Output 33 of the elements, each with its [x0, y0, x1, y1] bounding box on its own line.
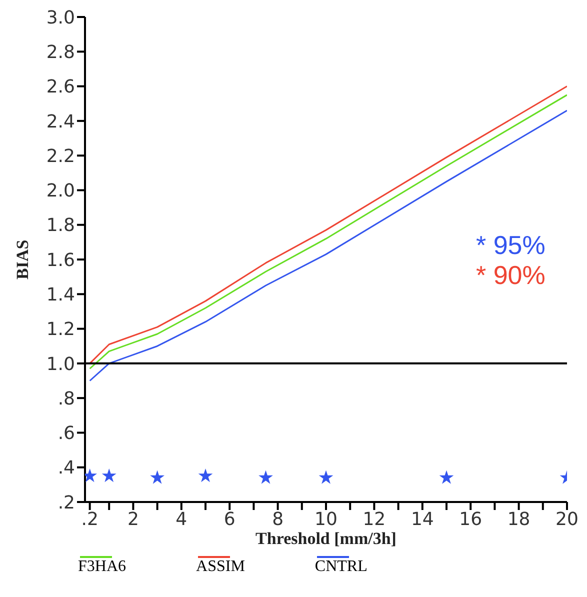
annotation: * 95%: [476, 230, 546, 261]
y-tick-label: 2.4: [46, 111, 75, 132]
x-tick-label: 14: [410, 508, 434, 530]
y-tick-label: .8: [58, 388, 75, 410]
annotation: * 90%: [476, 260, 546, 291]
y-axis-title: BIAS: [13, 240, 32, 280]
legend-label: CNTRL: [314, 558, 368, 576]
y-tick-label: 1.0: [46, 354, 75, 375]
x-tick-label: 8: [272, 508, 284, 530]
x-tick-label: 20: [556, 508, 578, 530]
y-tick-label: 2.0: [46, 180, 75, 202]
x-axis-title: Threshold [mm/3h]: [256, 529, 396, 548]
x-tick-label: 12: [362, 508, 386, 530]
legend-label: ASSIM: [196, 558, 245, 576]
x-tick-label: .2: [81, 508, 98, 530]
y-tick-label: 2.6: [46, 76, 75, 98]
y-tick-label: 1.4: [46, 284, 75, 306]
y-tick-label: .6: [58, 423, 75, 444]
legend-label: F3HA6: [78, 558, 126, 576]
x-tick-label: 2: [127, 508, 139, 530]
x-tick-label: 18: [507, 508, 530, 530]
y-tick-label: 1.8: [46, 215, 75, 236]
x-tick-label: 4: [176, 508, 188, 530]
y-tick-label: 1.2: [46, 319, 75, 340]
x-tick-label: 6: [224, 508, 236, 530]
y-tick-label: .2: [58, 492, 75, 514]
x-tick-label: 10: [314, 508, 338, 530]
y-tick-label: 2.2: [46, 146, 75, 167]
y-tick-label: .4: [58, 458, 75, 479]
x-tick-label: 16: [459, 508, 482, 530]
y-tick-label: 2.8: [46, 42, 75, 64]
y-tick-label: 3.0: [46, 7, 75, 28]
y-tick-label: 1.6: [46, 250, 75, 271]
